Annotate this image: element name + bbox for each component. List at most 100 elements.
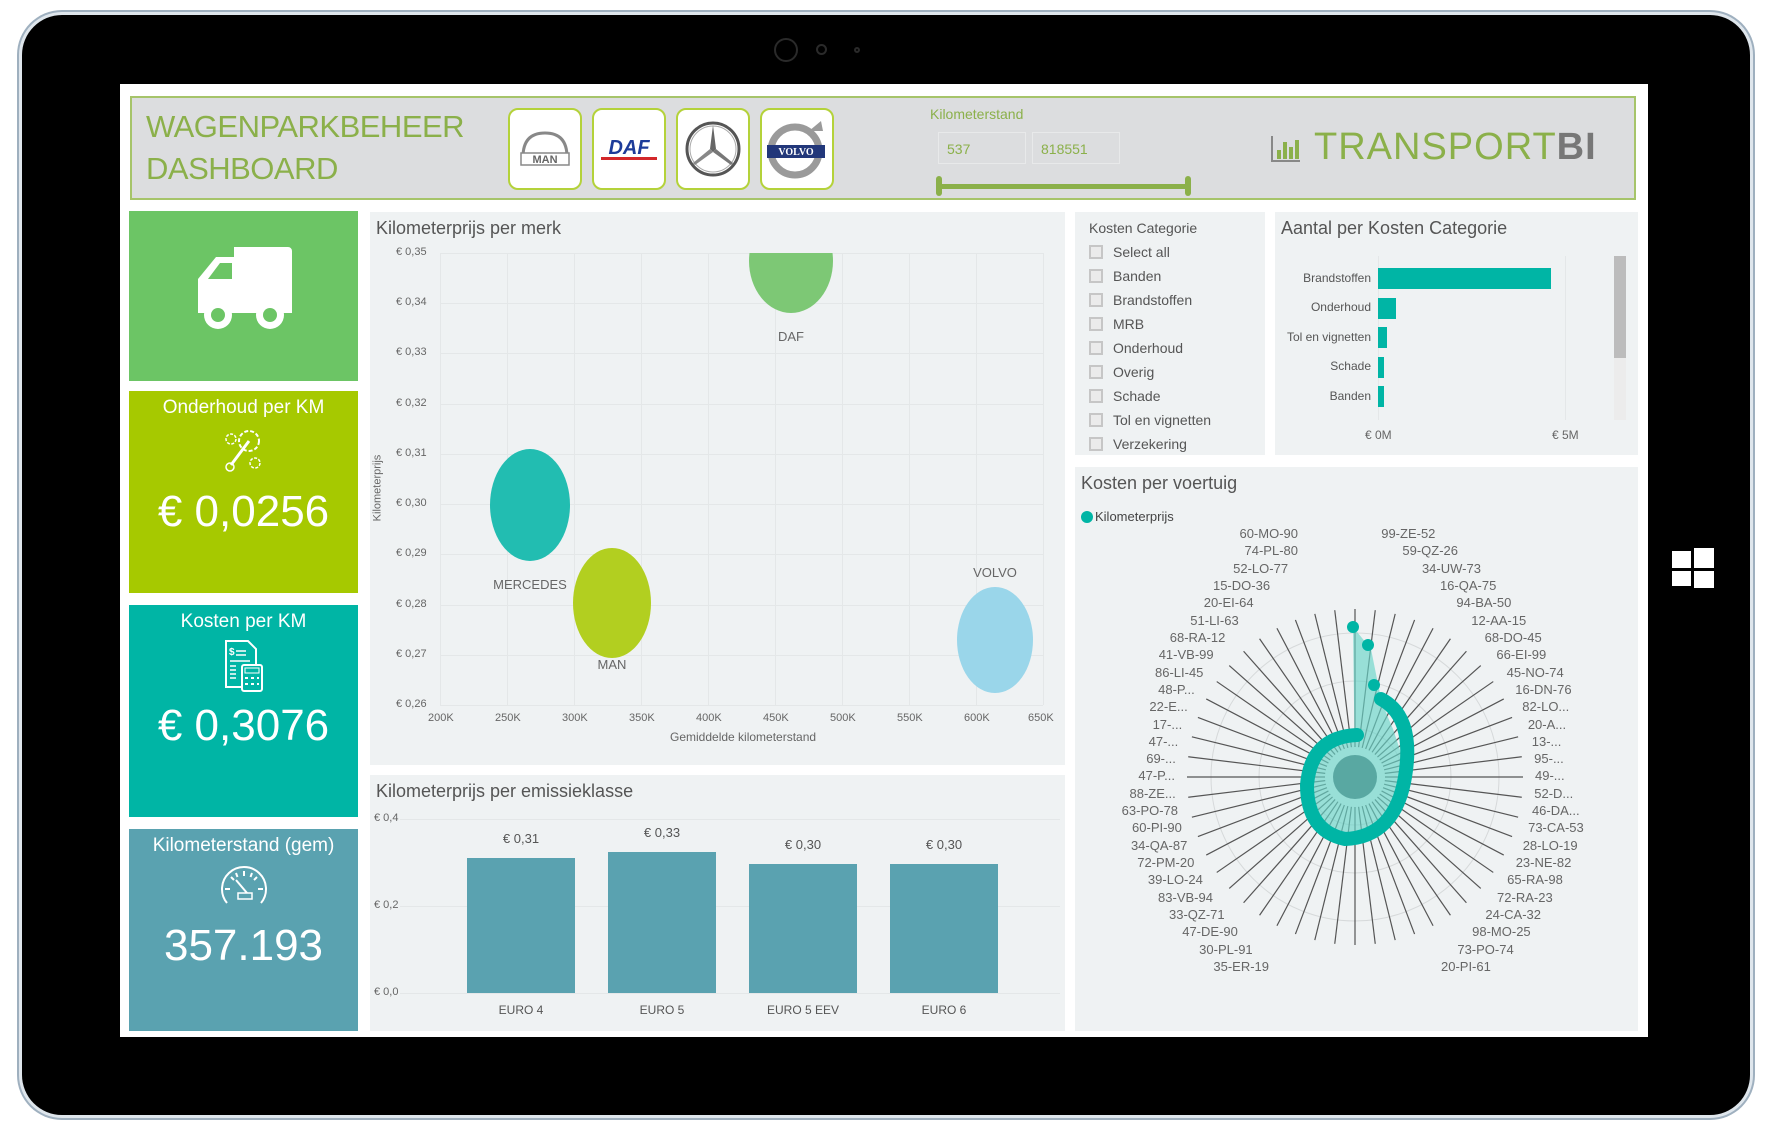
slicer-item-label: Brandstoffen <box>1113 292 1193 308</box>
x-tick: 350K <box>629 712 655 724</box>
km-slider-min-handle[interactable] <box>936 176 942 196</box>
radar-legend[interactable]: Kilometerprijs <box>1081 509 1174 524</box>
radar-vehicle-label: 47-P... <box>1138 768 1176 784</box>
brand-filter-mercedes[interactable] <box>676 108 750 190</box>
radar-vehicle-label: 86-LI-45 <box>1154 664 1204 680</box>
bar-euro4[interactable] <box>467 858 575 993</box>
checkbox[interactable] <box>1089 317 1103 331</box>
checkbox[interactable] <box>1089 245 1103 259</box>
slicer-item-label: Banden <box>1113 268 1162 284</box>
slicer-item-label: Schade <box>1113 388 1161 404</box>
radar-vehicle-label: 34-UW-73 <box>1421 560 1481 576</box>
bubble-man[interactable] <box>573 548 651 658</box>
radar-plot <box>1187 609 1523 945</box>
kpi-card-fleet <box>129 211 358 381</box>
brand-name: TRANSPORTBI <box>1314 126 1597 169</box>
speedometer-icon <box>220 866 267 904</box>
svg-text:$: $ <box>229 647 235 658</box>
slicer-item-verzekering[interactable]: Verzekering <box>1089 436 1187 452</box>
y-tick: € 0,26 <box>396 698 427 710</box>
svg-text:DAF: DAF <box>608 137 650 159</box>
km-slider-track[interactable] <box>938 184 1188 189</box>
km-slider-max-handle[interactable] <box>1185 176 1191 196</box>
hbar-brandstoffen[interactable] <box>1378 268 1551 289</box>
radar-vehicle-label: 35-ER-19 <box>1213 959 1270 974</box>
x-tick: 400K <box>696 712 722 724</box>
slicer-item-overig[interactable]: Overig <box>1089 364 1154 380</box>
kosten-categorie-slicer: Kosten Categorie Select all Banden Brand… <box>1075 212 1265 455</box>
brand-filter-man[interactable]: MAN <box>508 108 582 190</box>
kpi-value: 357.193 <box>163 921 324 970</box>
slicer-item-select-all[interactable]: Select all <box>1089 244 1170 260</box>
checkbox[interactable] <box>1089 413 1103 427</box>
x-tick: € 5M <box>1552 428 1579 442</box>
y-tick: € 0,32 <box>396 397 427 409</box>
radar-vehicle-label: 59-QZ-26 <box>1402 543 1458 559</box>
radar-vehicle-label: 65-RA-98 <box>1507 872 1563 888</box>
checkbox[interactable] <box>1089 437 1103 451</box>
hbar-schade[interactable] <box>1378 357 1384 378</box>
hbar-onderhoud[interactable] <box>1378 298 1396 319</box>
km-min-input[interactable]: 537 <box>938 132 1026 164</box>
slicer-item-banden[interactable]: Banden <box>1089 268 1161 284</box>
bubble-volvo[interactable] <box>957 587 1033 693</box>
hbar-banden[interactable] <box>1378 386 1384 407</box>
y-tick: € 0,29 <box>396 547 427 559</box>
radar-vehicle-label: 82-LO... <box>1522 699 1570 715</box>
checkbox[interactable] <box>1089 293 1103 307</box>
kpi-card-kilometerstand: Kilometerstand (gem) 357.193 <box>129 829 358 1031</box>
radar-vehicle-label: 16-DN-76 <box>1515 681 1572 697</box>
bar-chart-title: Kilometerprijs per emissieklasse <box>376 781 634 801</box>
bar-euro6[interactable] <box>890 864 998 993</box>
slicer-item-brandstoffen[interactable]: Brandstoffen <box>1089 292 1192 308</box>
slicer-item-label: Overig <box>1113 364 1155 380</box>
bar-euro5[interactable] <box>608 852 716 993</box>
slicer-item-label: Onderhoud <box>1113 340 1184 356</box>
radar-vehicle-label: 13-... <box>1531 733 1562 749</box>
bubble-mercedes[interactable] <box>490 449 570 561</box>
radar-vehicle-label: 17-... <box>1152 716 1183 732</box>
hbar-scrollbar-thumb[interactable] <box>1614 256 1626 358</box>
bubble-label-mercedes: MERCEDES <box>493 577 567 592</box>
bubble-plot-area: DAF MERCEDES MAN VOLVO <box>440 253 1044 706</box>
legend-label: Kilometerprijs <box>1095 509 1174 524</box>
km-max-input[interactable]: 818551 <box>1032 132 1120 164</box>
radar-vehicle-label: 60-PI-90 <box>1132 820 1182 836</box>
slicer-item-mrb[interactable]: MRB <box>1089 316 1144 332</box>
bubble-daf[interactable] <box>749 253 833 313</box>
brand-filter-volvo[interactable]: VOLVO <box>760 108 834 190</box>
camera-icon <box>774 38 798 62</box>
kpi-label: Kilometerstand (gem) <box>152 835 335 856</box>
radar-vehicle-label: 74-PL-80 <box>1244 543 1298 559</box>
radar-vehicle-label: 72-RA-23 <box>1497 889 1553 905</box>
bar-value-label: € 0,30 <box>784 837 822 852</box>
slicer-item-onderhoud[interactable]: Onderhoud <box>1089 340 1183 356</box>
hbar-tol[interactable] <box>1378 327 1387 348</box>
windows-logo-icon[interactable] <box>1672 548 1714 588</box>
checkbox[interactable] <box>1089 365 1103 379</box>
slicer-item-tol[interactable]: Tol en vignetten <box>1089 412 1211 428</box>
checkbox[interactable] <box>1089 389 1103 403</box>
volvo-logo-icon: VOLVO <box>767 121 825 179</box>
radar-vehicle-label: 73-CA-53 <box>1528 820 1584 836</box>
radar-vehicle-label: 51-LI-63 <box>1190 612 1239 628</box>
radar-vehicle-label: 66-EI-99 <box>1496 647 1547 663</box>
radar-vehicle-label: 73-PO-74 <box>1457 941 1514 957</box>
radar-vehicle-label: 95-... <box>1534 751 1564 767</box>
kpi-value: € 0,3076 <box>157 701 330 750</box>
radar-vehicle-label: 30-PL-91 <box>1199 941 1253 957</box>
hbar-scrollbar[interactable] <box>1614 256 1626 420</box>
y-tick: € 0,30 <box>396 497 427 509</box>
checkbox[interactable] <box>1089 269 1103 283</box>
kpi-label: Kosten per KM <box>180 611 307 632</box>
checkbox[interactable] <box>1089 341 1103 355</box>
bar-chart-panel: Kilometerprijs per emissieklasse € 0,4 €… <box>370 775 1065 1031</box>
x-tick: 600K <box>964 712 990 724</box>
bar-euro5eev[interactable] <box>749 864 857 993</box>
brand-filter-daf[interactable]: DAF <box>592 108 666 190</box>
radar-vehicle-label: 20-A... <box>1527 716 1567 732</box>
mercedes-logo-icon <box>685 121 741 177</box>
slicer-item-schade[interactable]: Schade <box>1089 388 1160 404</box>
hbar-chart-title: Aantal per Kosten Categorie <box>1281 218 1508 238</box>
radar-vehicle-label: 15-DO-36 <box>1212 577 1271 593</box>
